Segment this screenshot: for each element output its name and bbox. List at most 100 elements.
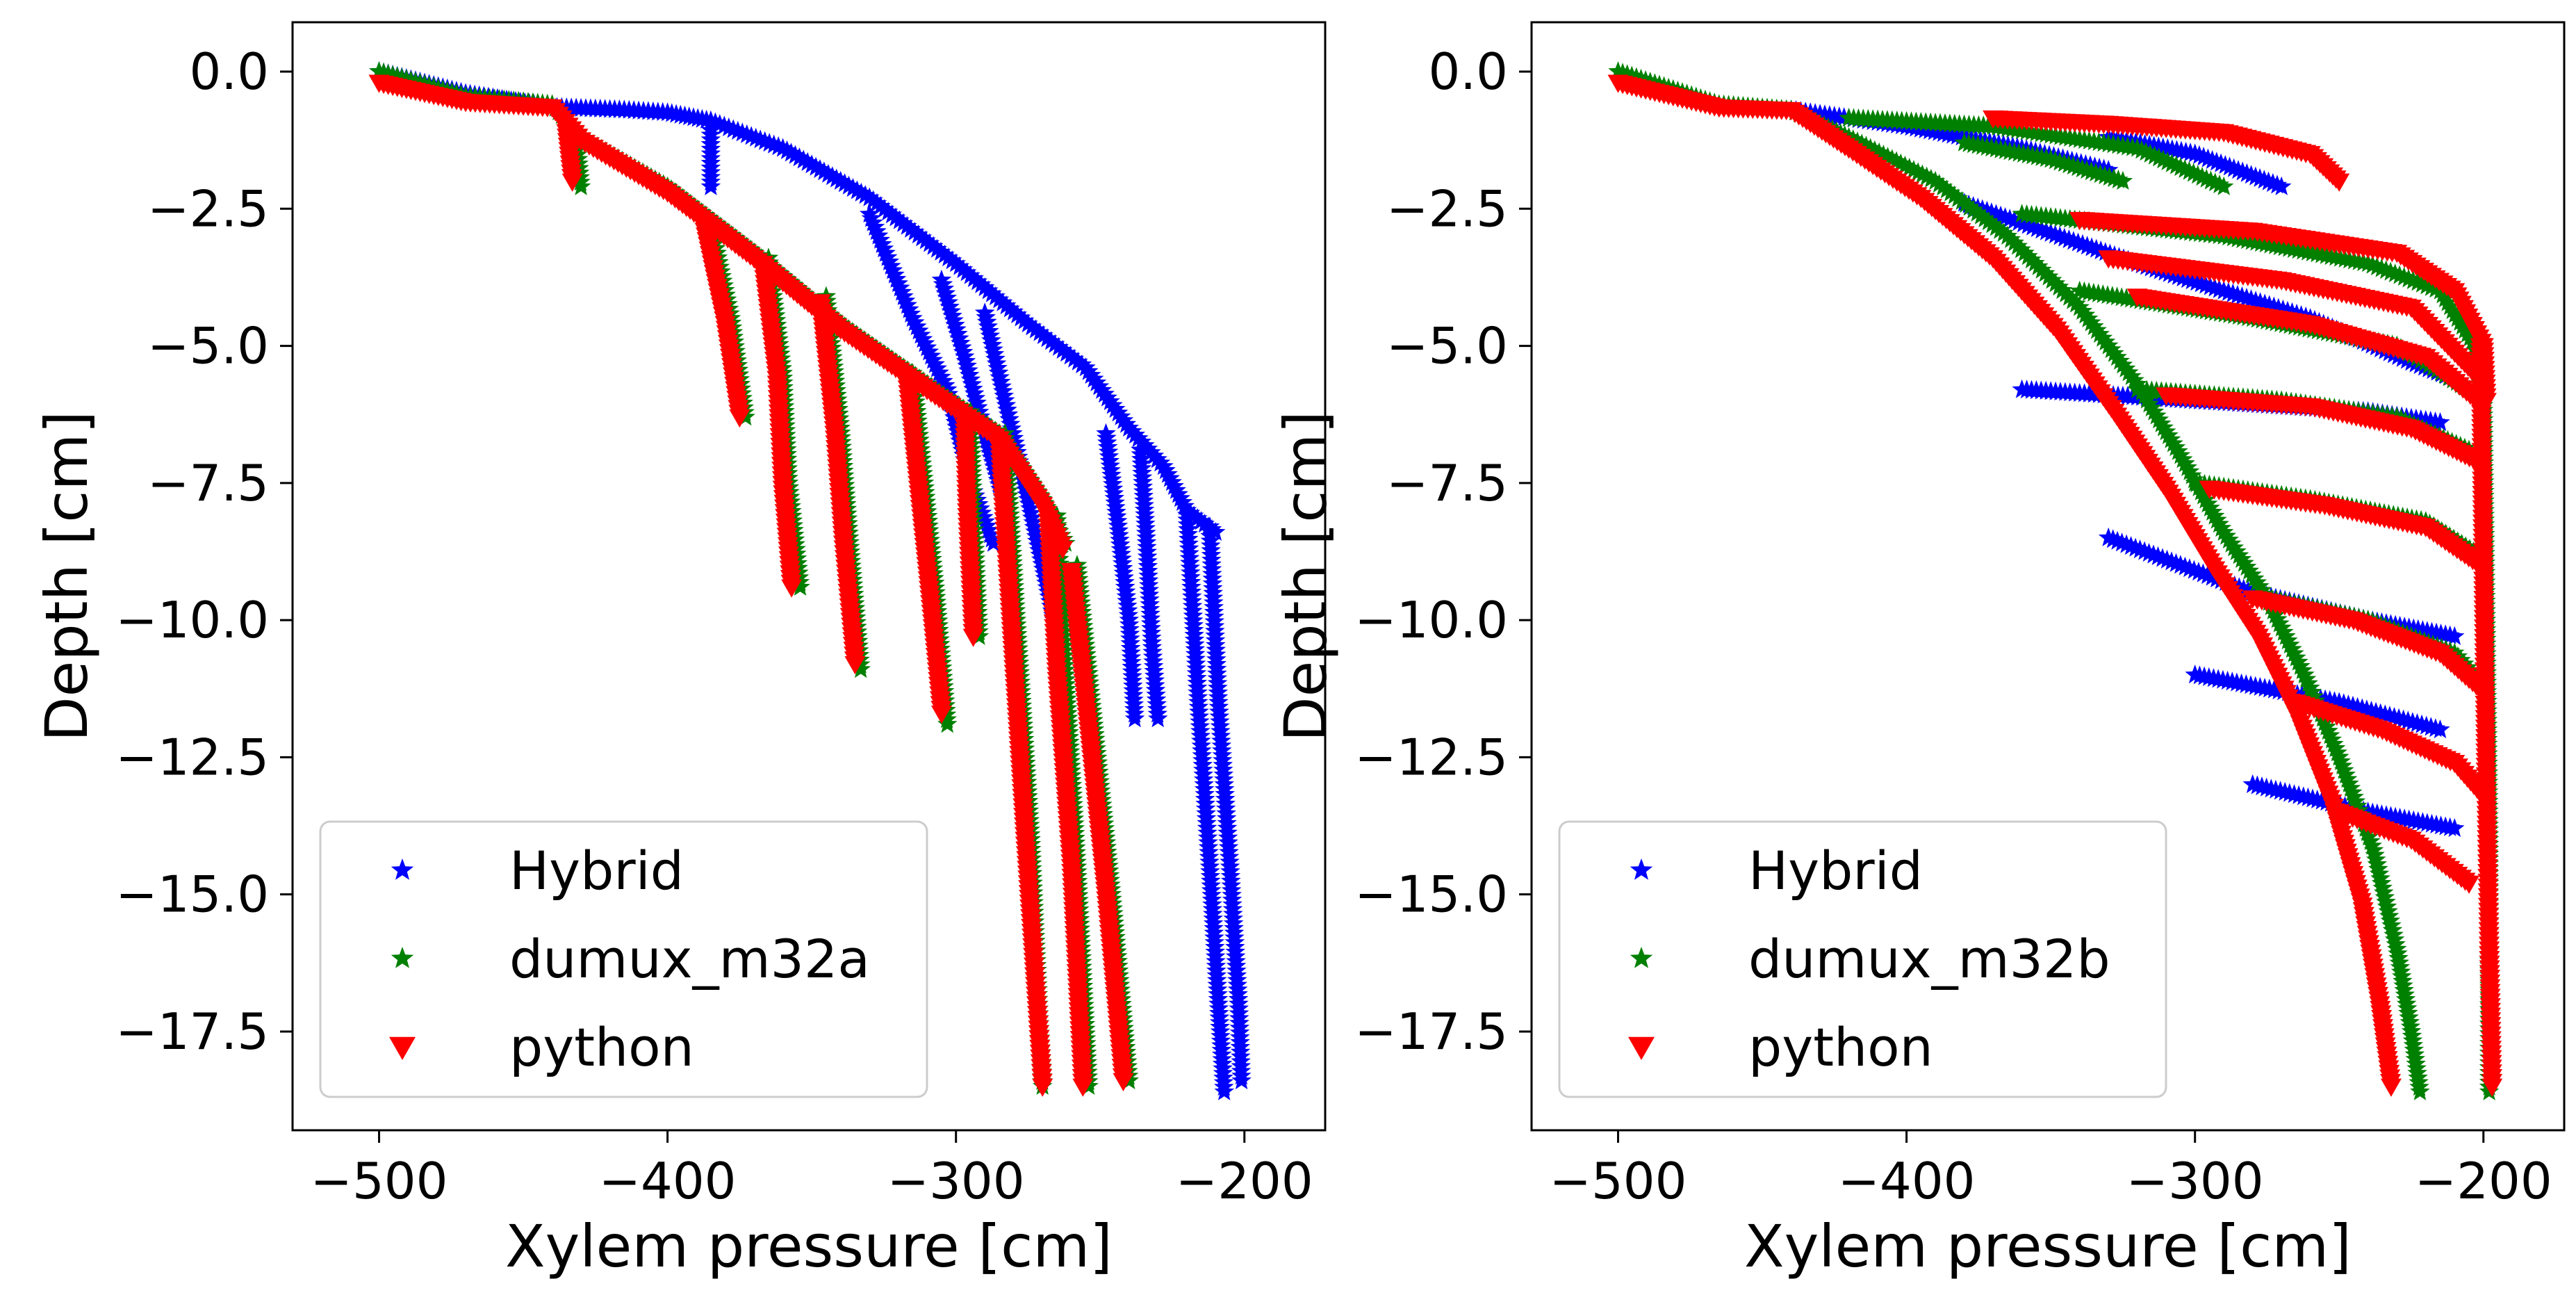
y-tick-label: −10.0 (1354, 591, 1508, 649)
y-tick-label: −5.0 (147, 317, 269, 375)
series-python-branch-4 (2126, 288, 2488, 412)
legend-marker-python (1628, 1036, 1655, 1060)
series-python-branch-9 (1060, 562, 1134, 1091)
series-python (368, 74, 1134, 1097)
y-tick-label: −5.0 (1386, 317, 1508, 375)
y-tick-label: 0.0 (1428, 42, 1508, 101)
y-tick-label: −17.5 (1354, 1002, 1508, 1061)
series-Hybrid-branch-1 (700, 111, 721, 195)
series-python-branch-0 (1607, 74, 2402, 1097)
x-tick-label: −500 (311, 1152, 448, 1210)
x-axis-label: Xylem pressure [cm] (1744, 1212, 2352, 1280)
series-python-branch-8 (2285, 694, 2494, 806)
series-dumux_m32b-markers (2012, 204, 2493, 409)
x-tick-label: −400 (599, 1152, 737, 1210)
series-python-markers (1060, 562, 1134, 1091)
series-python-markers (1037, 513, 1094, 1097)
series-python-markers (2199, 480, 2491, 576)
x-tick-label: −300 (2126, 1152, 2264, 1210)
series-python-markers (2098, 250, 2486, 384)
series-python-markers (2470, 338, 2503, 1097)
series-Hybrid-markers (1176, 500, 1234, 1100)
legend-label: Hybrid (1748, 840, 1923, 902)
legend-marker-Hybrid (1630, 858, 1653, 880)
legend-label: dumux_m32a (509, 928, 870, 990)
series-Hybrid-markers (700, 111, 721, 195)
legend-marker-dumux_m32a (391, 947, 414, 968)
series-python-branch-8 (1037, 513, 1094, 1097)
series-python-branch-6 (954, 409, 984, 647)
series-Hybrid-branch-5 (1096, 423, 1145, 728)
left-chart-panel: −500 −400 −300 −200 0.0 −2.5 −5.0 −7.5 −10.0 −12.… (33, 21, 1327, 1280)
series-Hybrid-markers (1131, 439, 1168, 728)
y-axis-label: Depth [cm] (33, 411, 101, 742)
plot-area (368, 61, 1252, 1100)
series-python-branch-3 (2098, 250, 2486, 384)
series-python-branch-10 (2470, 338, 2503, 1097)
legend-label: python (509, 1016, 694, 1078)
x-tick-label: −400 (1838, 1152, 1976, 1210)
x-tick-label: −200 (2415, 1152, 2552, 1210)
series-Hybrid-branch-6 (1131, 439, 1168, 728)
legend-box (1558, 820, 2167, 1098)
x-tick-label: −500 (1550, 1152, 1687, 1210)
series-python-markers (896, 370, 952, 724)
series-dumux_m32b-markers (2069, 280, 2479, 398)
x-tick-label: −200 (1176, 1152, 1313, 1210)
series-python (1607, 74, 2503, 1097)
legend-label: python (1748, 1016, 1933, 1078)
series-dumux_m32b-markers (1954, 132, 2133, 190)
y-tick-label: −12.5 (1354, 728, 1508, 786)
y-tick-label: −15.0 (1354, 865, 1508, 924)
series-python-markers (988, 431, 1053, 1097)
legend-box (319, 820, 928, 1098)
series-python-markers (954, 409, 984, 647)
series-python-markers (810, 294, 866, 675)
y-tick-label: −12.5 (115, 728, 269, 786)
legend-marker-dumux_m32b (1630, 947, 1653, 968)
series-python-branch-1 (1983, 110, 2350, 192)
axes-frame (1530, 21, 2566, 1132)
series-dumux_m32b-branch-2 (1954, 132, 2133, 190)
y-tick-label: −10.0 (115, 591, 269, 649)
series-Hybrid-markers (369, 61, 1226, 541)
legend-marker-Hybrid (391, 858, 414, 880)
y-tick-label: −17.5 (115, 1002, 269, 1061)
series-python-branch-9 (2329, 804, 2480, 894)
series-python-markers (694, 222, 750, 428)
series-Hybrid-branch-7 (1176, 500, 1234, 1100)
y-tick-label: −2.5 (1386, 179, 1508, 238)
legend-marker-python (389, 1036, 416, 1060)
right-chart-panel: −500 −400 −300 −200 0.0 −2.5 −5.0 −7.5 −10.0 −12.… (1272, 21, 2566, 1280)
series-Hybrid-branch-0 (369, 61, 1226, 541)
series-Hybrid-branch-8 (1199, 516, 1252, 1090)
series-python-branch-7 (2242, 590, 2494, 702)
x-tick-label: −300 (887, 1152, 1025, 1210)
y-tick-label: −15.0 (115, 865, 269, 924)
legend-label: Hybrid (509, 840, 684, 902)
series-python-markers (556, 124, 583, 192)
series-python-markers (2126, 288, 2488, 412)
x-axis-label: Xylem pressure [cm] (505, 1212, 1113, 1280)
series-python-markers (1983, 110, 2350, 192)
series-python-markers (752, 255, 803, 598)
series-dumux_m32b-branch-3 (2012, 204, 2493, 409)
series-python-branch-7 (988, 431, 1053, 1097)
series-python-branch-6 (2199, 480, 2491, 576)
series-dumux_m32b-branch-4 (2069, 280, 2479, 398)
series-Hybrid-markers (1199, 516, 1252, 1090)
series-python-markers (1607, 74, 2402, 1097)
series-python-markers (2156, 387, 2488, 472)
series-python-branch-3 (752, 255, 803, 598)
y-tick-label: −7.5 (1386, 454, 1508, 512)
series-python-branch-5 (2156, 387, 2488, 472)
axes-frame (291, 21, 1327, 1132)
y-axis-label: Depth [cm] (1272, 411, 1340, 742)
y-tick-label: −2.5 (147, 179, 269, 238)
plot-area (1607, 61, 2503, 1100)
series-Hybrid-markers (1096, 423, 1145, 728)
series-python-markers (2285, 694, 2494, 806)
